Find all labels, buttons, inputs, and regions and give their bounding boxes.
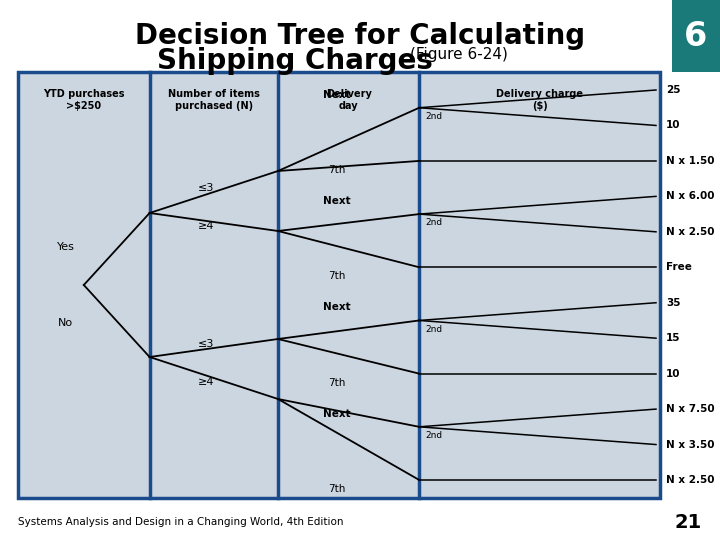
Text: (Figure 6-24): (Figure 6-24) (410, 47, 508, 62)
Text: ≤3: ≤3 (197, 183, 214, 193)
Text: N x 6.00: N x 6.00 (666, 191, 714, 201)
Text: Next: Next (323, 196, 351, 206)
Text: 7th: 7th (328, 271, 346, 281)
Text: 10: 10 (666, 120, 680, 131)
Text: Next: Next (323, 90, 351, 100)
Text: Number of items
purchased (N): Number of items purchased (N) (168, 89, 260, 111)
Text: N x 3.50: N x 3.50 (666, 440, 714, 449)
Text: 6: 6 (685, 19, 708, 52)
Text: 2nd: 2nd (426, 325, 442, 334)
Text: N x 7.50: N x 7.50 (666, 404, 715, 414)
Text: ≥4: ≥4 (197, 221, 214, 231)
Text: Yes: Yes (57, 242, 75, 252)
Text: Next: Next (323, 409, 351, 419)
Text: 25: 25 (666, 85, 680, 95)
Text: 2nd: 2nd (426, 112, 442, 121)
Bar (18, 72, 660, 498)
Text: N x 2.50: N x 2.50 (666, 475, 714, 485)
Text: Free: Free (666, 262, 692, 272)
Text: 35: 35 (666, 298, 680, 308)
Text: Decision Tree for Calculating: Decision Tree for Calculating (135, 22, 585, 50)
Text: 7th: 7th (328, 484, 346, 494)
Text: 10: 10 (666, 369, 680, 379)
Text: 7th: 7th (328, 377, 346, 388)
Text: 7th: 7th (328, 165, 346, 175)
Text: Shipping Charges: Shipping Charges (157, 47, 433, 75)
Text: 21: 21 (675, 512, 702, 531)
Text: N x 2.50: N x 2.50 (666, 227, 714, 237)
Text: Systems Analysis and Design in a Changing World, 4th Edition: Systems Analysis and Design in a Changin… (18, 517, 343, 527)
Text: Delivery
day: Delivery day (325, 89, 372, 111)
Text: N x 1.50: N x 1.50 (666, 156, 714, 166)
Text: 2nd: 2nd (426, 431, 442, 440)
Text: ≤3: ≤3 (197, 339, 214, 349)
Text: Next: Next (323, 302, 351, 313)
Text: Delivery charge
($): Delivery charge ($) (496, 89, 583, 111)
Text: 15: 15 (666, 333, 680, 343)
Text: No: No (58, 318, 73, 328)
Text: ≥4: ≥4 (197, 377, 214, 387)
Bar (672, 0, 720, 72)
Text: YTD purchases
>$250: YTD purchases >$250 (43, 89, 125, 111)
Text: 2nd: 2nd (426, 219, 442, 227)
